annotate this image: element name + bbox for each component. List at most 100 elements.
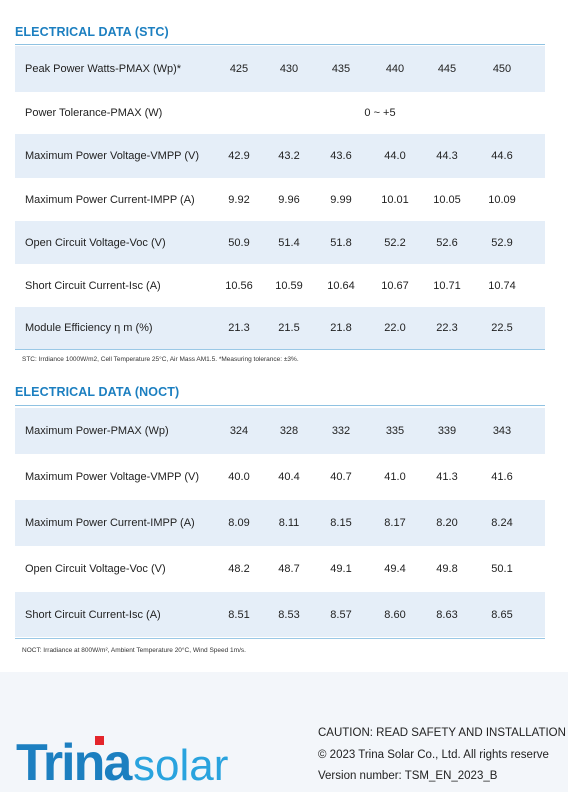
value-cell: 40.4 [278, 471, 300, 483]
row-label: Maximum Power-PMAX (Wp) [25, 425, 169, 437]
value-cell: 8.09 [228, 517, 250, 529]
value-cell: 10.56 [225, 279, 253, 292]
value-cell: 8.20 [436, 517, 458, 529]
value-cell: 42.9 [228, 150, 250, 162]
value-cell: 8.24 [491, 517, 513, 529]
value-cell: 10.59 [275, 279, 303, 292]
value-cell: 41.0 [384, 471, 406, 483]
value-cell: 343 [492, 425, 512, 437]
value-cell: 450 [492, 63, 512, 75]
value-cell: 10.09 [488, 193, 516, 206]
stc-bottom-rule [15, 349, 545, 350]
footer-band [0, 672, 568, 792]
table-row: Maximum Power-PMAX (Wp) 324 328 332 335 339 34… [15, 408, 545, 454]
value-cell: 9.92 [228, 193, 250, 206]
value-cell: 425 [229, 63, 249, 75]
row-label: Maximum Power Current-IMPP (A) [25, 193, 195, 206]
row-label: Open Circuit Voltage-Voc (V) [25, 236, 166, 249]
row-label: Short Circuit Current-Isc (A) [25, 279, 161, 292]
value-cell: 40.7 [330, 471, 352, 483]
value-cell: 10.74 [488, 279, 516, 292]
table-row: Maximum Power Voltage-VMPP (V) 42.9 43.2 43… [15, 134, 545, 178]
stc-section-title: ELECTRICAL DATA (STC) [15, 25, 169, 39]
value-cell: 332 [331, 425, 351, 437]
noct-top-rule [15, 405, 545, 406]
value-cell: 339 [437, 425, 457, 437]
row-label: Maximum Power Current-IMPP (A) [25, 517, 195, 529]
stc-footnote: STC: Irrdiance 1000W/m2, Cell Temperatur… [22, 356, 299, 363]
noct-section-title: ELECTRICAL DATA (NOCT) [15, 385, 180, 399]
value-cell: 10.71 [433, 279, 461, 292]
footer-caution: CAUTION: READ SAFETY AND INSTALLATION [318, 727, 566, 739]
value-cell: 41.6 [491, 471, 513, 483]
value-cell: 21.3 [228, 322, 250, 334]
value-cell: 8.17 [384, 517, 406, 529]
value-cell: 52.2 [384, 236, 406, 249]
value-cell: 22.5 [491, 322, 513, 334]
value-cell: 44.0 [384, 150, 406, 162]
span-value-cell: 0 ~ +5 [364, 107, 396, 119]
footer-copyright: © 2023 Trina Solar Co., Ltd. All rights … [318, 749, 549, 761]
row-label: Short Circuit Current-Isc (A) [25, 608, 161, 621]
value-cell: 8.57 [330, 608, 352, 621]
value-cell: 8.60 [384, 608, 406, 621]
value-cell: 43.2 [278, 150, 300, 162]
table-row: Maximum Power Voltage-VMPP (V) 40.0 40.4 40… [15, 454, 545, 500]
value-cell: 8.11 [278, 517, 300, 529]
value-cell: 50.1 [491, 563, 513, 575]
value-cell: 44.6 [491, 150, 513, 162]
table-row: Module Efficiency η m (%) 21.3 21.5 21.8 22.… [15, 307, 545, 349]
value-cell: 41.3 [436, 471, 458, 483]
value-cell: 8.53 [278, 608, 300, 621]
value-cell: 49.1 [330, 563, 352, 575]
row-label: Open Circuit Voltage-Voc (V) [25, 563, 166, 575]
value-cell: 435 [331, 63, 351, 75]
logo-red-dot [95, 736, 104, 745]
row-label: Peak Power Watts-PMAX (Wp)* [25, 63, 182, 75]
table-row: Short Circuit Current-Isc (A) 8.51 8.53 8.5… [15, 592, 545, 637]
value-cell: 9.96 [278, 193, 300, 206]
row-label: Maximum Power Voltage-VMPP (V) [25, 150, 200, 162]
row-label: Power Tolerance-PMAX (W) [25, 107, 163, 119]
value-cell: 10.67 [381, 279, 409, 292]
value-cell: 44.3 [436, 150, 458, 162]
footer-version: Version number: TSM_EN_2023_B [318, 770, 498, 782]
value-cell: 440 [385, 63, 405, 75]
noct-bottom-rule [15, 638, 545, 639]
row-label: Module Efficiency η m (%) [25, 322, 153, 334]
value-cell: 52.6 [436, 236, 458, 249]
value-cell: 48.7 [278, 563, 300, 575]
value-cell: 9.99 [330, 193, 352, 206]
table-row: Open Circuit Voltage-Voc (V) 48.2 48.7 49.1… [15, 546, 545, 592]
table-row: Peak Power Watts-PMAX (Wp)* 425 430 435 440 4… [15, 46, 545, 92]
value-cell: 22.0 [384, 322, 406, 334]
value-cell: 22.3 [436, 322, 458, 334]
noct-table: Maximum Power-PMAX (Wp) 324 328 332 335 339 34… [15, 408, 545, 637]
table-row: Open Circuit Voltage-Voc (V) 50.9 51.4 51.8… [15, 221, 545, 264]
value-cell: 49.4 [384, 563, 406, 575]
value-cell: 49.8 [436, 563, 458, 575]
value-cell: 8.15 [330, 517, 352, 529]
table-row: Maximum Power Current-IMPP (A) 8.09 8.11 8.… [15, 500, 545, 546]
table-row: Short Circuit Current-Isc (A) 10.56 10.59 1… [15, 264, 545, 307]
value-cell: 328 [279, 425, 299, 437]
row-label: Maximum Power Voltage-VMPP (V) [25, 471, 200, 483]
value-cell: 335 [385, 425, 405, 437]
value-cell: 430 [279, 63, 299, 75]
value-cell: 10.05 [433, 193, 461, 206]
value-cell: 48.2 [228, 563, 250, 575]
value-cell: 21.8 [330, 322, 352, 334]
logo-trina-text: Trina [16, 734, 133, 786]
value-cell: 8.51 [228, 608, 250, 621]
stc-top-rule [15, 44, 545, 45]
value-cell: 10.64 [327, 279, 355, 292]
value-cell: 324 [229, 425, 249, 437]
value-cell: 445 [437, 63, 457, 75]
stc-table: Peak Power Watts-PMAX (Wp)* 425 430 435 440 4… [15, 46, 545, 349]
value-cell: 52.9 [491, 236, 513, 249]
table-row: Power Tolerance-PMAX (W) 0 ~ +5 [15, 92, 545, 134]
value-cell: 8.63 [436, 608, 458, 621]
value-cell: 8.65 [491, 608, 513, 621]
table-row: Maximum Power Current-IMPP (A) 9.92 9.96 9.… [15, 178, 545, 221]
value-cell: 43.6 [330, 150, 352, 162]
